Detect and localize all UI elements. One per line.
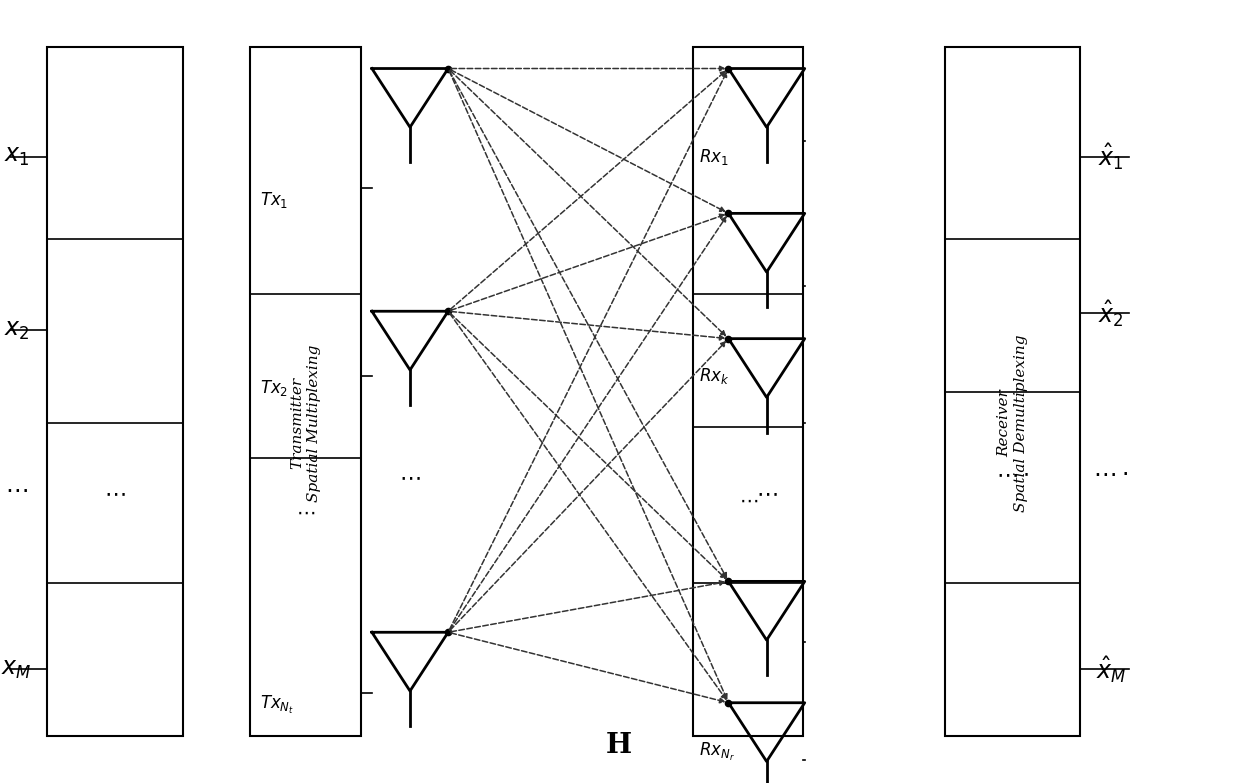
Text: $\cdots$: $\cdots$ [755,482,777,504]
Polygon shape [945,47,1080,736]
Text: $\cdots$: $\cdots$ [5,478,29,501]
Text: $Rx_{N_r}$: $Rx_{N_r}$ [699,741,735,763]
Text: $x_1$: $x_1$ [4,145,30,168]
Text: $\cdots$: $\cdots$ [399,467,420,489]
Text: Receiver
Spatial Demultiplexing: Receiver Spatial Demultiplexing [997,334,1028,511]
Text: $Rx_1$: $Rx_1$ [699,146,729,167]
Polygon shape [250,47,361,736]
Text: $\hat{x}_1$: $\hat{x}_1$ [1099,141,1123,172]
Text: $\cdots\cdot$: $\cdots\cdot$ [1094,462,1128,485]
Text: H: H [606,732,632,759]
Text: $\cdots$: $\cdots$ [104,482,125,504]
Text: $\hat{x}_2$: $\hat{x}_2$ [1099,298,1123,329]
Text: $\cdots$: $\cdots$ [739,493,758,510]
Text: $\cdots\cdot$: $\cdots\cdot$ [996,463,1029,485]
Text: $Rx_k$: $Rx_k$ [699,366,729,386]
Text: Transmitter
Spatial Multiplexing: Transmitter Spatial Multiplexing [290,345,321,501]
Polygon shape [47,47,182,736]
Text: $x_2$: $x_2$ [4,319,30,342]
Text: $x_M$: $x_M$ [1,658,32,681]
Text: $\hat{x}_M$: $\hat{x}_M$ [1096,654,1126,685]
Text: $Tx_{N_t}$: $Tx_{N_t}$ [260,694,294,716]
Text: $Tx_1$: $Tx_1$ [260,189,289,210]
Polygon shape [693,47,804,736]
Text: $\cdots$: $\cdots$ [296,504,315,521]
Text: $Tx_2$: $Tx_2$ [260,377,288,398]
